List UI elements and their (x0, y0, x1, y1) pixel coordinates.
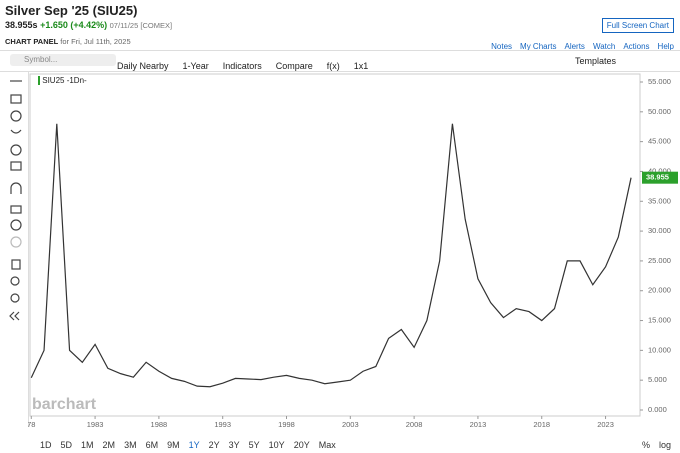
range-button[interactable]: 3Y (228, 440, 240, 450)
quote: 38.955s +1.650 (+4.42%) 07/11/25 [COMEX] (5, 20, 172, 30)
fullscreen-button[interactable]: Full Screen Chart (601, 18, 674, 33)
y-tick-label: 10.000 (648, 345, 671, 354)
range-button[interactable]: 3M (124, 440, 137, 450)
range-bar: 1D 5D 1M 2M 3M 6M 9M 1Y 2Y 3Y 5Y 10Y 20Y Max (40, 435, 345, 453)
x-tick-label: 1983 (87, 420, 104, 429)
toolbar-item[interactable]: Daily Nearby (117, 61, 169, 71)
toolbar-item[interactable]: 1x1 (353, 61, 369, 71)
panel-date: for Fri, Jul 11th, 2025 (60, 37, 131, 46)
range-button[interactable]: 9M (167, 440, 180, 450)
watermark: barchart (32, 396, 97, 413)
range-button[interactable]: 6M (145, 440, 159, 450)
range-button[interactable]: Max (318, 440, 336, 450)
plot-frame (29, 73, 641, 417)
scale-options: % log (642, 435, 680, 453)
templates[interactable]: Templates (575, 56, 617, 66)
x-tick-label: 1988 (151, 420, 168, 429)
range-button[interactable]: 2Y (208, 440, 220, 450)
header-link[interactable]: Help (657, 42, 674, 51)
x-tick-label: 2008 (406, 420, 423, 429)
chart: 0.000 5.000 10.000 15.000 20.000 25.000 30.000… (28, 73, 678, 429)
toolbar-item[interactable]: Indicators (222, 61, 262, 71)
change: +1.650 (+4.42%) (40, 20, 108, 30)
y-tick-label: 20.000 (648, 286, 671, 295)
y-tick-label: 5.000 (648, 375, 667, 384)
y-tick-label: 45.000 (648, 137, 671, 146)
range-button[interactable]: 1Y (188, 440, 200, 450)
x-tick-label: 2023 (597, 420, 614, 429)
x-tick-label: 2013 (470, 420, 487, 429)
date: 07/11/25 [COMEX] (109, 21, 173, 30)
range-button[interactable]: 1M (81, 440, 94, 450)
title: Silver Sep '25 (SIU25) (5, 3, 138, 18)
range-button[interactable]: 10Y (268, 440, 285, 450)
toolbar-item[interactable]: f(x) (326, 61, 340, 71)
x-tick-label: 1993 (214, 420, 231, 429)
symbol-input[interactable]: Symbol... (10, 54, 116, 66)
price: 38.955s (5, 20, 38, 30)
price-line (30, 123, 632, 388)
range-button[interactable]: 20Y (293, 440, 310, 450)
header-link[interactable]: Actions (623, 42, 650, 51)
range-button[interactable]: 5Y (248, 440, 260, 450)
x-tick-label: 78 (28, 420, 35, 429)
tool-icons (9, 80, 22, 321)
legend-label: SIU25 -1Dn- (42, 76, 87, 85)
panel: CHART PANEL for Fri, Jul 11th, 2025 (5, 37, 131, 46)
tool-column (0, 72, 29, 427)
y-tick-label: 15.000 (648, 316, 671, 325)
toolbar-item[interactable]: 1-Year (182, 61, 209, 71)
header-link[interactable]: Watch (592, 42, 616, 51)
header-links: Notes My Charts Alerts Watch Actions Help (483, 36, 674, 54)
y-tick-label: 50.000 (648, 107, 671, 116)
range-button[interactable]: 5D (60, 440, 73, 450)
last-price-label: 38.955 (646, 173, 669, 182)
toolbar-item[interactable]: Compare (275, 61, 313, 71)
y-tick-label: 25.000 (648, 256, 671, 265)
y-tick-label: 40.000 (648, 166, 671, 175)
last-price-tag (642, 171, 678, 184)
x-tick-label: 2003 (342, 420, 359, 429)
range-button[interactable]: 2M (102, 440, 116, 450)
scale-option[interactable]: % (642, 440, 651, 450)
y-tick-label: 55.000 (648, 77, 671, 86)
y-tick-label: 35.000 (648, 196, 671, 205)
range-button[interactable]: 1D (40, 440, 52, 450)
header-link[interactable]: Alerts (564, 42, 585, 51)
x-tick-label: 2018 (533, 420, 550, 429)
header-link[interactable]: My Charts (520, 42, 557, 51)
y-tick-label: 0.000 (648, 405, 667, 414)
panel-label: CHART PANEL (5, 37, 59, 46)
x-tick-label: 1998 (278, 420, 295, 429)
toolbar: Symbol... Daily Nearby 1-Year Indicators Co… (0, 50, 680, 72)
y-tick-label: 30.000 (648, 226, 671, 235)
header-link[interactable]: Notes (491, 42, 513, 51)
toolbar-items: Daily Nearby 1-Year Indicators Compare f(x) 1… (117, 56, 382, 74)
scale-option[interactable]: log (659, 440, 672, 450)
legend: SIU25 -1Dn- (38, 76, 87, 86)
